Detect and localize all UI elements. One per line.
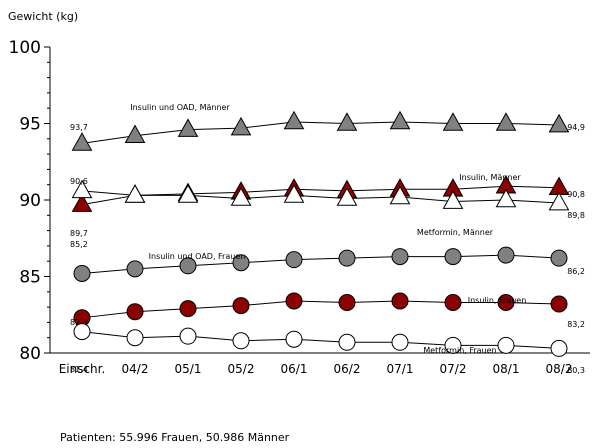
series-label: Metformin, Frauen [423, 346, 496, 355]
data-point [497, 294, 515, 312]
data-point [73, 323, 91, 341]
data-point [179, 327, 197, 345]
end-value-label: 90,8 [567, 190, 585, 199]
x-tick-label: 08/1 [493, 362, 520, 376]
x-tick-label: 06/2 [334, 362, 361, 376]
x-tick-label: Einschr. [59, 362, 106, 376]
start-value-label: 81,4 [70, 365, 88, 374]
series-label: Metformin, Männer [417, 228, 494, 237]
data-point [391, 248, 409, 266]
start-value-label: 82,3 [70, 318, 88, 327]
x-tick-label: 08/2 [546, 362, 573, 376]
series-label: Insulin, Männer [459, 173, 521, 182]
y-tick-label: 95 [19, 115, 41, 135]
series-line [81, 190, 560, 204]
x-tick-label: 05/1 [175, 362, 202, 376]
data-point [177, 118, 199, 137]
data-point [73, 264, 91, 282]
series-label: Insulin, Frauen [468, 296, 527, 305]
data-point [126, 303, 144, 321]
x-tick-label: 04/2 [122, 362, 149, 376]
data-point [71, 179, 93, 199]
data-point [177, 184, 199, 203]
start-value-label: 89,7 [70, 229, 88, 238]
data-point [338, 333, 356, 351]
data-point [71, 132, 93, 151]
series-line [81, 121, 560, 144]
data-point [336, 112, 358, 131]
data-point [442, 112, 464, 131]
start-value-label: 90,6 [70, 177, 88, 186]
data-point [232, 254, 250, 272]
data-point [444, 294, 462, 312]
data-point [495, 112, 517, 131]
data-point [126, 260, 144, 278]
data-point [550, 249, 568, 267]
y-tick-label: 80 [19, 344, 41, 364]
data-point [179, 300, 197, 318]
data-point [285, 330, 303, 348]
data-point [179, 257, 197, 275]
data-point [550, 339, 568, 357]
data-point [495, 188, 517, 208]
data-point [232, 332, 250, 350]
data-point [391, 333, 409, 351]
data-point [283, 184, 305, 203]
y-tick-label: 100 [9, 38, 41, 58]
data-point [442, 190, 464, 209]
y-tick-label: 90 [19, 191, 41, 211]
data-point [389, 110, 411, 130]
data-point [391, 292, 409, 310]
data-point [444, 248, 462, 266]
y-axis-label: Gewicht (kg) [8, 10, 79, 23]
start-value-label: 93,7 [70, 123, 88, 132]
end-value-label: 86,2 [567, 267, 585, 276]
data-point [338, 294, 356, 312]
data-point [497, 336, 515, 354]
data-point [338, 249, 356, 267]
data-point [124, 124, 146, 144]
x-tick-label: 07/1 [387, 362, 414, 376]
x-tick-label: 06/1 [281, 362, 308, 376]
data-point [389, 185, 411, 205]
data-point [444, 336, 462, 354]
data-point [124, 184, 146, 203]
data-point [497, 246, 515, 264]
data-point [550, 295, 568, 313]
start-value-label: 85,2 [70, 240, 88, 249]
series-line [81, 254, 560, 274]
y-tick-label: 85 [19, 268, 41, 288]
data-point [285, 292, 303, 310]
series-label: Insulin und OAD, Männer [130, 103, 230, 112]
x-tick-label: 05/2 [228, 362, 255, 376]
x-tick-label: 07/2 [440, 362, 467, 376]
series-line [81, 185, 560, 206]
data-point [230, 116, 252, 136]
data-point [548, 113, 570, 133]
series-label: Insulin und OAD, Frauen [149, 252, 246, 261]
series-line [81, 331, 560, 349]
end-value-label: 89,8 [567, 211, 585, 220]
data-point [336, 187, 358, 206]
data-point [283, 110, 305, 130]
data-point [71, 193, 93, 212]
end-value-label: 94,9 [567, 123, 585, 132]
end-value-label: 83,2 [567, 320, 585, 329]
end-value-label: 80,3 [567, 366, 585, 375]
series-line [81, 300, 560, 319]
data-point [126, 329, 144, 347]
patient-count-footnote: Patienten: 55.996 Frauen, 50.986 Männer [60, 431, 290, 444]
data-point [232, 297, 250, 315]
data-point [548, 191, 570, 211]
data-point [230, 187, 252, 206]
data-point [285, 251, 303, 269]
